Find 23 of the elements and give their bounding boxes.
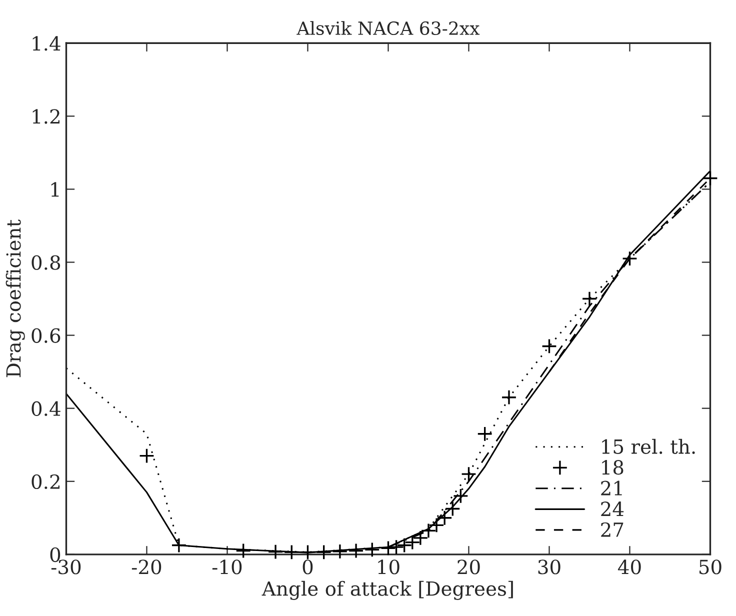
- y-tick-label: 0.4: [32, 401, 60, 416]
- legend-label: 24: [601, 502, 624, 516]
- y-tick-label: 1: [51, 182, 59, 197]
- legend-label: 21: [601, 480, 622, 496]
- x-tick-label: -20: [132, 560, 162, 574]
- legend-label: 15 rel. th.: [602, 438, 695, 454]
- y-tick-label: 0.6: [32, 328, 60, 343]
- x-tick-label: -10: [212, 560, 242, 574]
- y-tick-label: 1.4: [32, 36, 60, 51]
- x-tick-label: 0: [302, 560, 313, 574]
- x-tick-label: 50: [700, 560, 722, 574]
- x-tick-label: 20: [458, 560, 480, 574]
- x-tick-label: 10: [378, 560, 400, 574]
- x-axis-title: Angle of attack [Degrees]: [262, 580, 513, 600]
- chart-title: Alsvik NACA 63-2xx: [296, 21, 480, 36]
- y-tick-label: 0.8: [32, 255, 60, 270]
- x-tick-label: 40: [618, 560, 641, 574]
- y-axis-title: Drag coefficient: [6, 220, 25, 378]
- y-tick-label: 1.2: [32, 109, 60, 124]
- x-tick-label: 30: [538, 560, 560, 574]
- legend-label: 27: [601, 522, 624, 537]
- y-tick-label: 0.2: [32, 474, 60, 490]
- legend-label: 18: [602, 460, 624, 475]
